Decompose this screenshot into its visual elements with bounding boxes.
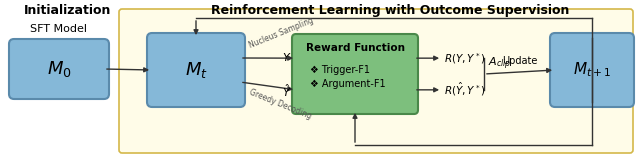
Text: $M_{t+1}$: $M_{t+1}$ [573, 61, 611, 79]
FancyBboxPatch shape [550, 33, 634, 107]
Text: $Y$: $Y$ [282, 51, 292, 63]
Text: Initialization: Initialization [24, 4, 112, 17]
Text: Nucleus Sampling: Nucleus Sampling [248, 16, 316, 50]
Text: Reward Function: Reward Function [305, 43, 404, 53]
Text: $R(\hat{Y}, Y^*)$: $R(\hat{Y}, Y^*)$ [444, 81, 486, 98]
FancyBboxPatch shape [9, 39, 109, 99]
Text: Update: Update [502, 56, 537, 66]
Text: ❖ Trigger-F1: ❖ Trigger-F1 [310, 65, 370, 75]
Text: $A_{clip}$: $A_{clip}$ [488, 56, 511, 72]
Text: SFT Model: SFT Model [31, 24, 88, 34]
Text: Greedy Decoding: Greedy Decoding [248, 88, 313, 121]
Text: ❖ Argument-F1: ❖ Argument-F1 [310, 79, 386, 89]
Text: $\hat{Y}$: $\hat{Y}$ [282, 83, 292, 99]
Text: $R(Y, Y^*)$: $R(Y, Y^*)$ [444, 51, 486, 66]
FancyBboxPatch shape [119, 9, 633, 153]
Text: $M_t$: $M_t$ [184, 60, 207, 80]
FancyBboxPatch shape [147, 33, 245, 107]
Text: Reinforcement Learning with Outcome Supervision: Reinforcement Learning with Outcome Supe… [211, 4, 569, 17]
FancyBboxPatch shape [292, 34, 418, 114]
Text: $M_0$: $M_0$ [47, 59, 72, 79]
